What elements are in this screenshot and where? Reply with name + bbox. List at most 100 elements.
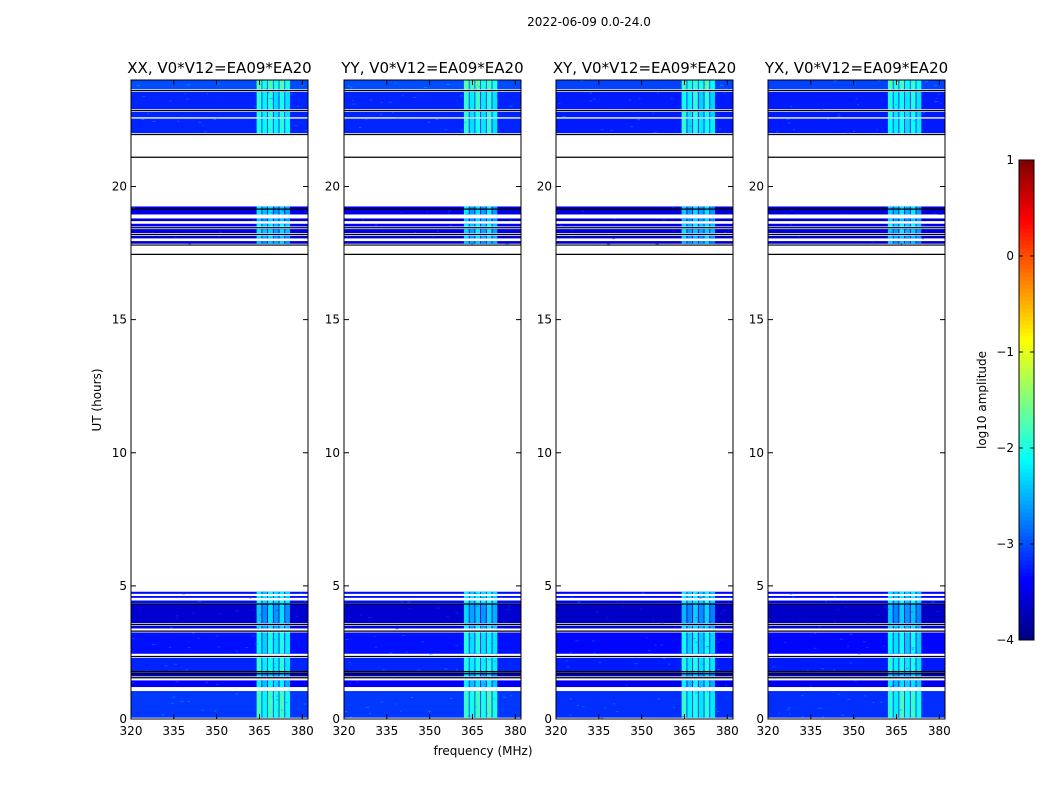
heatmap-band [899,625,905,629]
y-tick-label: 5 [544,579,552,593]
heatmap-band [687,604,693,624]
heatmap-speckle [653,131,657,133]
heatmap-band [256,229,262,234]
heatmap-speckle [839,638,844,640]
x-tick-label: 320 [545,724,568,738]
heatmap-speckle [400,601,404,603]
colorbar-step [1019,468,1034,473]
heatmap-band [681,632,687,654]
heatmap-speckle [264,88,268,90]
heatmap-speckle [662,219,666,221]
heatmap-band [710,118,716,134]
heatmap-band [693,118,698,134]
colorbar-step [1019,460,1034,465]
heatmap-band [698,80,704,90]
heatmap-speckle [833,80,838,82]
heatmap-band [469,680,475,688]
colorbar-step [1019,408,1034,413]
colorbar-step [1019,204,1034,209]
heatmap-speckle [855,98,858,100]
heatmap-band [463,672,469,677]
y-tick-label: 10 [112,446,127,460]
heatmap-speckle [444,668,448,670]
heatmap-block [131,672,308,677]
heatmap-band [905,604,910,624]
colorbar-step [1019,284,1034,289]
heatmap-speckle [380,701,384,703]
heatmap-speckle [655,243,659,245]
heatmap-band [910,206,916,215]
heatmap-speckle [172,696,176,698]
heatmap-speckle [519,651,521,653]
heatmap-band [887,625,893,629]
colorbar-step [1019,200,1034,205]
heatmap-band [285,223,291,227]
heatmap-speckle [345,711,348,713]
heatmap-speckle [720,639,723,641]
heatmap-speckle [789,713,791,715]
heatmap-speckle [890,686,893,688]
heatmap-block [344,111,521,118]
heatmap-band [698,691,704,718]
heatmap-speckle [891,207,895,209]
heatmap-band [486,595,492,598]
heatmap-speckle [394,82,397,84]
heatmap-speckle [495,95,498,97]
heatmap-speckle [581,211,584,213]
heatmap-speckle [689,125,692,127]
heatmap-band [704,672,710,677]
colorbar-step [1019,516,1034,521]
heatmap-speckle [368,617,372,619]
heatmap-band [469,111,475,118]
colorbar-step [1019,500,1034,505]
heatmap-band [905,595,910,598]
y-tick-label: 15 [112,313,127,327]
heatmap-speckle [853,680,857,682]
heatmap-speckle [269,98,274,100]
heatmap-band [268,229,273,234]
heatmap-speckle [581,706,585,708]
heatmap-band [899,657,905,672]
heatmap-speckle [846,132,850,134]
heatmap-block [344,680,521,688]
heatmap-band [481,235,486,239]
colorbar-step [1019,440,1034,445]
heatmap-band [916,600,922,604]
heatmap-speckle [409,593,412,595]
heatmap-band [262,118,268,134]
heatmap-band [463,241,469,244]
x-tick-label: 365 [461,724,484,738]
heatmap-band [256,218,262,222]
heatmap-band [273,595,279,598]
colorbar-step [1019,192,1034,197]
colorbar-frame [1018,159,1035,641]
heatmap-speckle [911,647,915,649]
heatmap-band [262,591,268,594]
heatmap-speckle [206,93,209,95]
colorbar-step [1019,224,1034,229]
colorbar-step [1019,636,1034,641]
panel: YX, V0*V12=EA09*EA20 320 335 350 365 380 0 5 10 1… [749,59,951,738]
heatmap-speckle [509,105,513,107]
heatmap-band [693,625,698,629]
heatmap-band [285,625,291,629]
heatmap-speckle [283,665,287,667]
heatmap-speckle [275,609,279,611]
heatmap-block [344,229,521,234]
heatmap-band [486,600,492,604]
heatmap-band [481,657,486,672]
heatmap-speckle [821,668,825,670]
heatmap-band [268,91,273,110]
heatmap-band [256,91,262,110]
heatmap-band [262,91,268,110]
heatmap-band [704,111,710,118]
heatmap-speckle [214,710,217,712]
colorbar-step [1019,400,1034,405]
colorbar-step [1019,596,1034,601]
heatmap-speckle [706,691,709,693]
heatmap-band [486,657,492,672]
heatmap-speckle [725,684,728,686]
heatmap-speckle [235,693,239,695]
heatmap-band [893,111,899,118]
heatmap-speckle [695,641,699,643]
